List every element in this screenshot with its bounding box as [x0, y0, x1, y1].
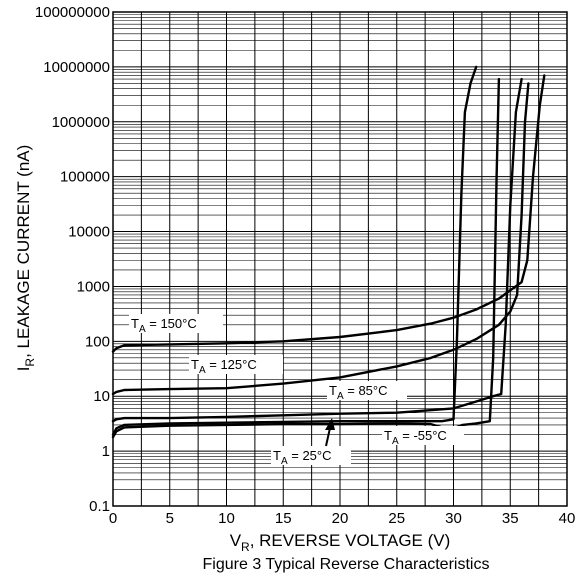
- series-label-background: [189, 355, 283, 374]
- series-label-3: TA = 25°C: [273, 448, 332, 467]
- x-tick-label: 30: [445, 510, 462, 527]
- x-axis-label-rest: , REVERSE VOLTAGE (V): [250, 531, 451, 550]
- series-line-1: [111, 82, 530, 396]
- x-tick-label: 20: [332, 510, 349, 527]
- series-label-2: TA = 85°C: [329, 383, 388, 402]
- series-label-4: TA = -55°C: [384, 428, 447, 447]
- x-axis-label: VR, REVERSE VOLTAGE (V): [230, 531, 451, 554]
- y-tick-label: 10000: [68, 224, 110, 241]
- x-tick-label: 5: [166, 510, 174, 527]
- y-tick-label: 100: [85, 333, 110, 350]
- figure-caption: Figure 3 Typical Reverse Characteristics: [203, 556, 490, 573]
- x-tick-label: 35: [502, 510, 519, 527]
- y-axis-label: IR, LEAKAGE CURRENT (nA): [14, 145, 37, 372]
- x-axis-label-main: V: [230, 531, 242, 550]
- series-label-1: TA = 125°C: [191, 357, 257, 376]
- y-tick-label: 0.1: [89, 498, 110, 515]
- plot-frame: [112, 11, 568, 507]
- y-axis-label-main: I: [14, 367, 33, 372]
- series-label-0: TA = 150°C: [131, 316, 197, 335]
- series-labels: TA = 150°C TA = 125°C TA = 85°C TA = 25°C TA…: [129, 314, 464, 467]
- series-lines: [111, 65, 546, 439]
- y-tick-label: 1000000: [52, 114, 110, 131]
- y-tick-label: 1000: [77, 278, 110, 295]
- y-tick-label: 100000000: [35, 4, 110, 21]
- series-line-4: [111, 77, 501, 439]
- x-tick-label: 25: [388, 510, 405, 527]
- series-label-background: [271, 446, 351, 465]
- x-tick-labels: 0 5 10 15 20 25 30 35 40: [109, 510, 576, 527]
- x-tick-label: 40: [559, 510, 576, 527]
- x-tick-label: 0: [109, 510, 117, 527]
- y-axis-label-sub: R: [23, 358, 37, 367]
- x-axis-label-sub: R: [241, 540, 250, 554]
- y-tick-label: 10: [93, 388, 110, 405]
- y-tick-label: 100000: [60, 169, 110, 186]
- y-tick-label: 1: [102, 443, 110, 460]
- series-label-background: [382, 426, 464, 445]
- series-line-3: [111, 65, 478, 436]
- x-tick-label: 15: [275, 510, 292, 527]
- y-tick-labels: 0.1 1 10 100 1000 10000 100000 1000000 10000000 1…: [35, 4, 110, 515]
- y-tick-label: 10000000: [43, 59, 110, 76]
- series-label-background: [129, 314, 223, 333]
- series-line-2: [111, 77, 523, 423]
- x-tick-label: 10: [218, 510, 235, 527]
- series-label-arrow: [325, 427, 331, 447]
- series-line-0: [111, 74, 546, 353]
- y-axis-label-rest: , LEAKAGE CURRENT (nA): [14, 145, 33, 358]
- series-label-background: [327, 381, 407, 400]
- series-label-arrowhead: [325, 418, 335, 430]
